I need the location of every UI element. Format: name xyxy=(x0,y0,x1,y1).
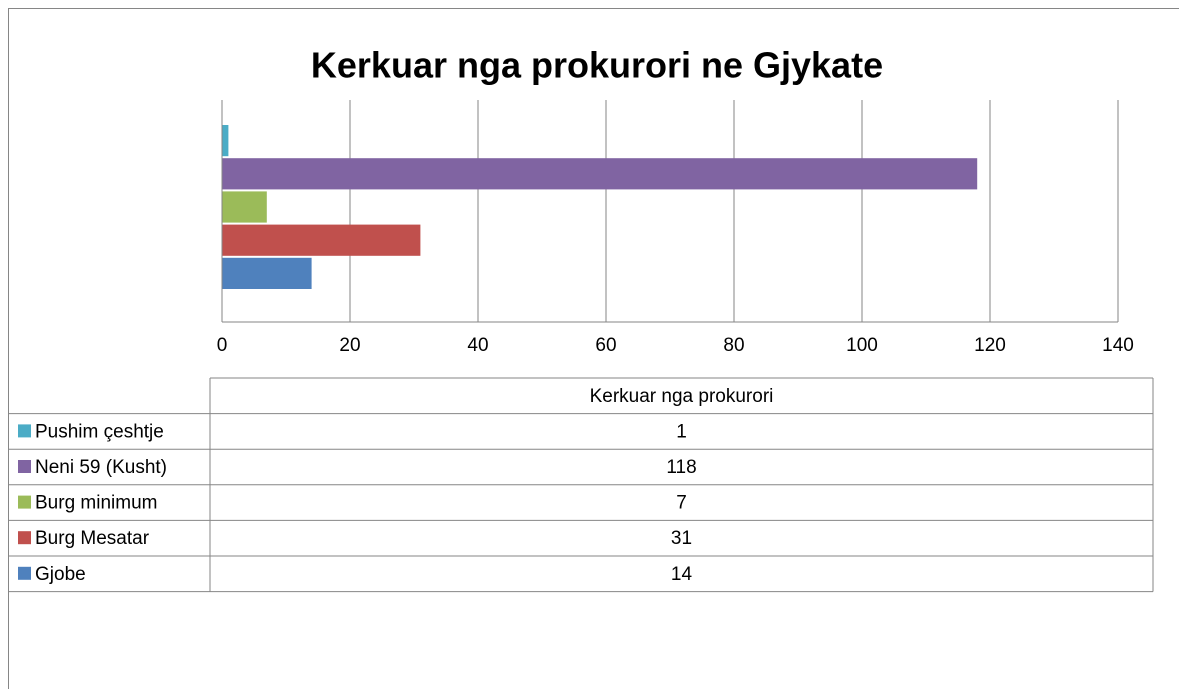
chart-title: Kerkuar nga prokurori ne Gjykate xyxy=(311,45,883,86)
x-tick-label: 140 xyxy=(1102,335,1134,356)
category-label: Burg Mesatar xyxy=(35,528,150,549)
bar xyxy=(222,224,421,256)
x-tick-label: 120 xyxy=(974,335,1006,356)
bar xyxy=(222,191,267,223)
x-tick-label: 20 xyxy=(339,335,360,356)
table-value: 14 xyxy=(671,564,693,585)
category-label: Pushim çeshtje xyxy=(35,421,164,442)
bar xyxy=(222,125,229,157)
table-header: Kerkuar nga prokurori xyxy=(590,386,774,407)
category-label: Neni 59 (Kusht) xyxy=(35,457,167,478)
table-value: 31 xyxy=(671,528,692,549)
bar xyxy=(222,257,312,289)
chart-border xyxy=(8,8,1179,689)
legend-key xyxy=(18,424,31,438)
table-value: 7 xyxy=(676,493,687,514)
legend-key xyxy=(18,531,31,545)
table-value: 1 xyxy=(676,421,687,442)
x-tick-label: 80 xyxy=(723,335,744,356)
x-tick-label: 0 xyxy=(217,335,228,356)
x-tick-label: 100 xyxy=(846,335,878,356)
legend-key xyxy=(18,566,31,580)
x-tick-label: 60 xyxy=(595,335,616,356)
table-value: 118 xyxy=(666,457,696,478)
legend-key xyxy=(18,495,31,509)
legend-key xyxy=(18,460,31,473)
category-label: Gjobe xyxy=(35,564,86,585)
category-label: Burg minimum xyxy=(35,493,157,514)
bar xyxy=(222,158,978,190)
x-tick-label: 40 xyxy=(467,335,488,356)
